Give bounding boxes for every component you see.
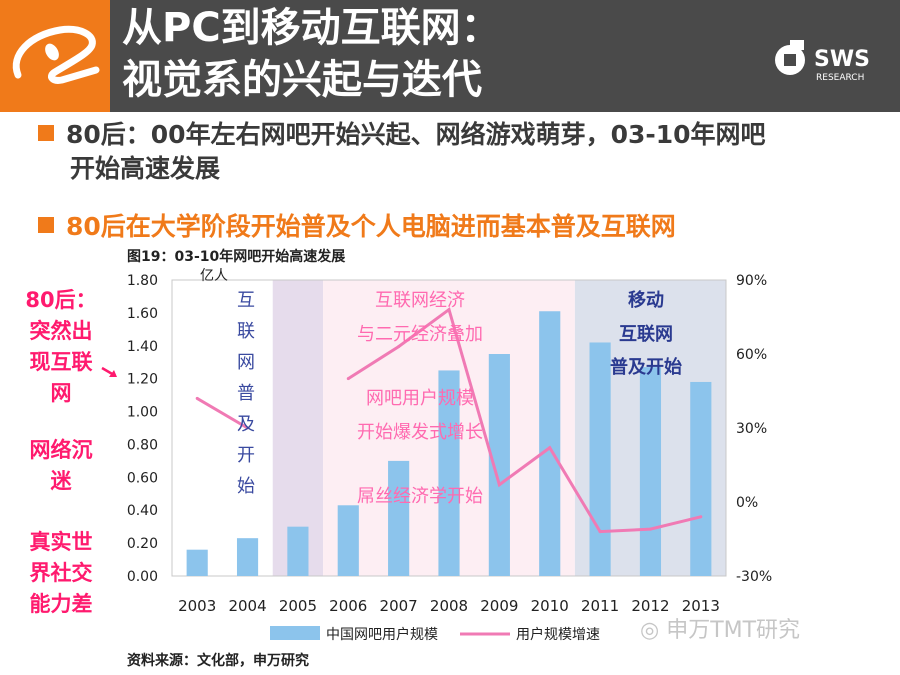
- side-note-2: 网络沉 迷: [29, 438, 93, 493]
- bullet-1-line-2: 开始高速发展: [70, 154, 221, 183]
- y-right-tick: 0%: [736, 495, 758, 511]
- annotation-cafe-growth-1: 网吧用户规模: [366, 388, 474, 409]
- bar-2005: [287, 526, 309, 576]
- y-right-tick: 60%: [736, 347, 767, 363]
- bar-2008: [438, 370, 460, 576]
- x-tick-2011: 2011: [581, 597, 619, 615]
- growth-point-2012: [648, 527, 652, 531]
- legend-bar-swatch: [270, 626, 320, 640]
- x-tick-2004: 2004: [228, 597, 266, 615]
- bullet-2: 80后在大学阶段开始普及个人电脑进而基本普及互联网: [38, 210, 676, 244]
- growth-point-2010: [548, 446, 552, 450]
- title-line-1: 从PC到移动互联网：: [122, 5, 501, 51]
- bullet-1: 80后：00年左右网吧开始兴起、网络游戏萌芽，03-10年网吧 开始高速发展: [38, 118, 898, 186]
- x-tick-2003: 2003: [178, 597, 216, 615]
- x-tick-2007: 2007: [380, 597, 418, 615]
- bar-2004: [236, 538, 259, 576]
- y-right-tick: -30%: [736, 569, 772, 585]
- y-left-tick: 0.00: [127, 569, 158, 585]
- sws-brand-name: SWS: [814, 47, 870, 72]
- growth-point-2011: [598, 530, 602, 534]
- annotation-mobile-1: 移动: [628, 289, 664, 311]
- bullet-square-icon: [38, 125, 54, 141]
- annotation-mobile-3: 普及开始: [610, 356, 682, 378]
- alibaba-logo-icon: [12, 25, 100, 84]
- y-left-tick: 0.80: [127, 437, 158, 453]
- y-left-tick: 1.40: [127, 339, 158, 355]
- bar-2011: [589, 342, 611, 576]
- y-left-tick: 1.60: [127, 306, 158, 322]
- legend: 中国网吧用户规模 用户规模增速: [270, 626, 600, 643]
- side-note-3: 真实世 界社交 能力差: [29, 530, 93, 616]
- pink-arrow-icon: [101, 366, 117, 377]
- bar-2009: [488, 354, 510, 576]
- annotation-internet-economy-2: 与二元经济叠加: [357, 324, 483, 345]
- growth-point-2004: [246, 426, 250, 430]
- growth-line-segment-0: [196, 397, 249, 430]
- growth-point-2009: [497, 483, 501, 487]
- legend-bar-label: 中国网吧用户规模: [326, 626, 438, 643]
- x-tick-2008: 2008: [430, 597, 468, 615]
- legend-line-label: 用户规模增速: [516, 626, 600, 643]
- growth-point-2003: [195, 396, 199, 400]
- y-left-tick: 1.00: [127, 405, 158, 421]
- annotation-internet-economy-1: 互联网经济: [375, 290, 465, 311]
- x-tick-2013: 2013: [682, 597, 720, 615]
- y-left-tick: 1.80: [127, 273, 158, 289]
- header-bar: [0, 0, 900, 112]
- annotation-internet-start: 互联网普及开始: [237, 290, 255, 497]
- bar-2003: [186, 549, 208, 576]
- bar-2007: [388, 460, 410, 576]
- annotation-cafe-growth-2: 开始爆发式增长: [357, 422, 483, 443]
- growth-point-2008: [447, 308, 451, 312]
- bar-2010: [539, 311, 561, 576]
- x-tick-2005: 2005: [279, 597, 317, 615]
- wechat-watermark: ◎ 申万TMT研究: [640, 618, 801, 643]
- x-tick-2012: 2012: [631, 597, 669, 615]
- x-tick-2010: 2010: [531, 597, 569, 615]
- y-left-tick: 0.60: [127, 470, 158, 486]
- bar-2013: [690, 381, 712, 576]
- growth-point-2006: [346, 377, 350, 381]
- page-title: 从PC到移动互联网： 视觉系的兴起与迭代: [122, 2, 501, 106]
- x-tick-2009: 2009: [480, 597, 518, 615]
- sws-logo: SWS RESEARCH: [775, 40, 870, 83]
- side-note-1: 80后： 突然出 现互联 网: [25, 288, 97, 405]
- growth-point-2013: [699, 515, 703, 519]
- annotation-mobile-2: 互联网: [619, 324, 673, 345]
- annotation-diaosi-economy: 屌丝经济学开始: [357, 486, 483, 507]
- y-unit-label: 亿人: [200, 268, 228, 284]
- figure-title: 图19：03-10年网吧开始高速发展: [127, 249, 346, 265]
- y-right-tick: 90%: [736, 273, 767, 289]
- x-tick-2006: 2006: [329, 597, 367, 615]
- growth-point-2007: [397, 345, 401, 349]
- title-line-2: 视觉系的兴起与迭代: [122, 57, 482, 103]
- alibaba-logo: [0, 0, 110, 112]
- bar-2006: [337, 505, 359, 576]
- wechat-icon: ◎: [640, 618, 667, 643]
- bullet-1-line-1: 80后：00年左右网吧开始兴起、网络游戏萌芽，03-10年网吧: [66, 120, 766, 149]
- sws-brand-sub: RESEARCH: [816, 73, 864, 83]
- y-left-tick: 0.40: [127, 503, 158, 519]
- bullet-2-text: 80后在大学阶段开始普及个人电脑进而基本普及互联网: [66, 212, 676, 241]
- y-left-tick: 1.20: [127, 372, 158, 388]
- y-left-tick: 0.20: [127, 536, 158, 552]
- bar-2012: [639, 367, 662, 576]
- bullet-square-icon: [38, 217, 54, 233]
- figure-source: 资料来源：文化部，申万研究: [127, 653, 309, 669]
- growth-line-segment-1: [347, 307, 702, 534]
- y-right-tick: 30%: [736, 421, 767, 437]
